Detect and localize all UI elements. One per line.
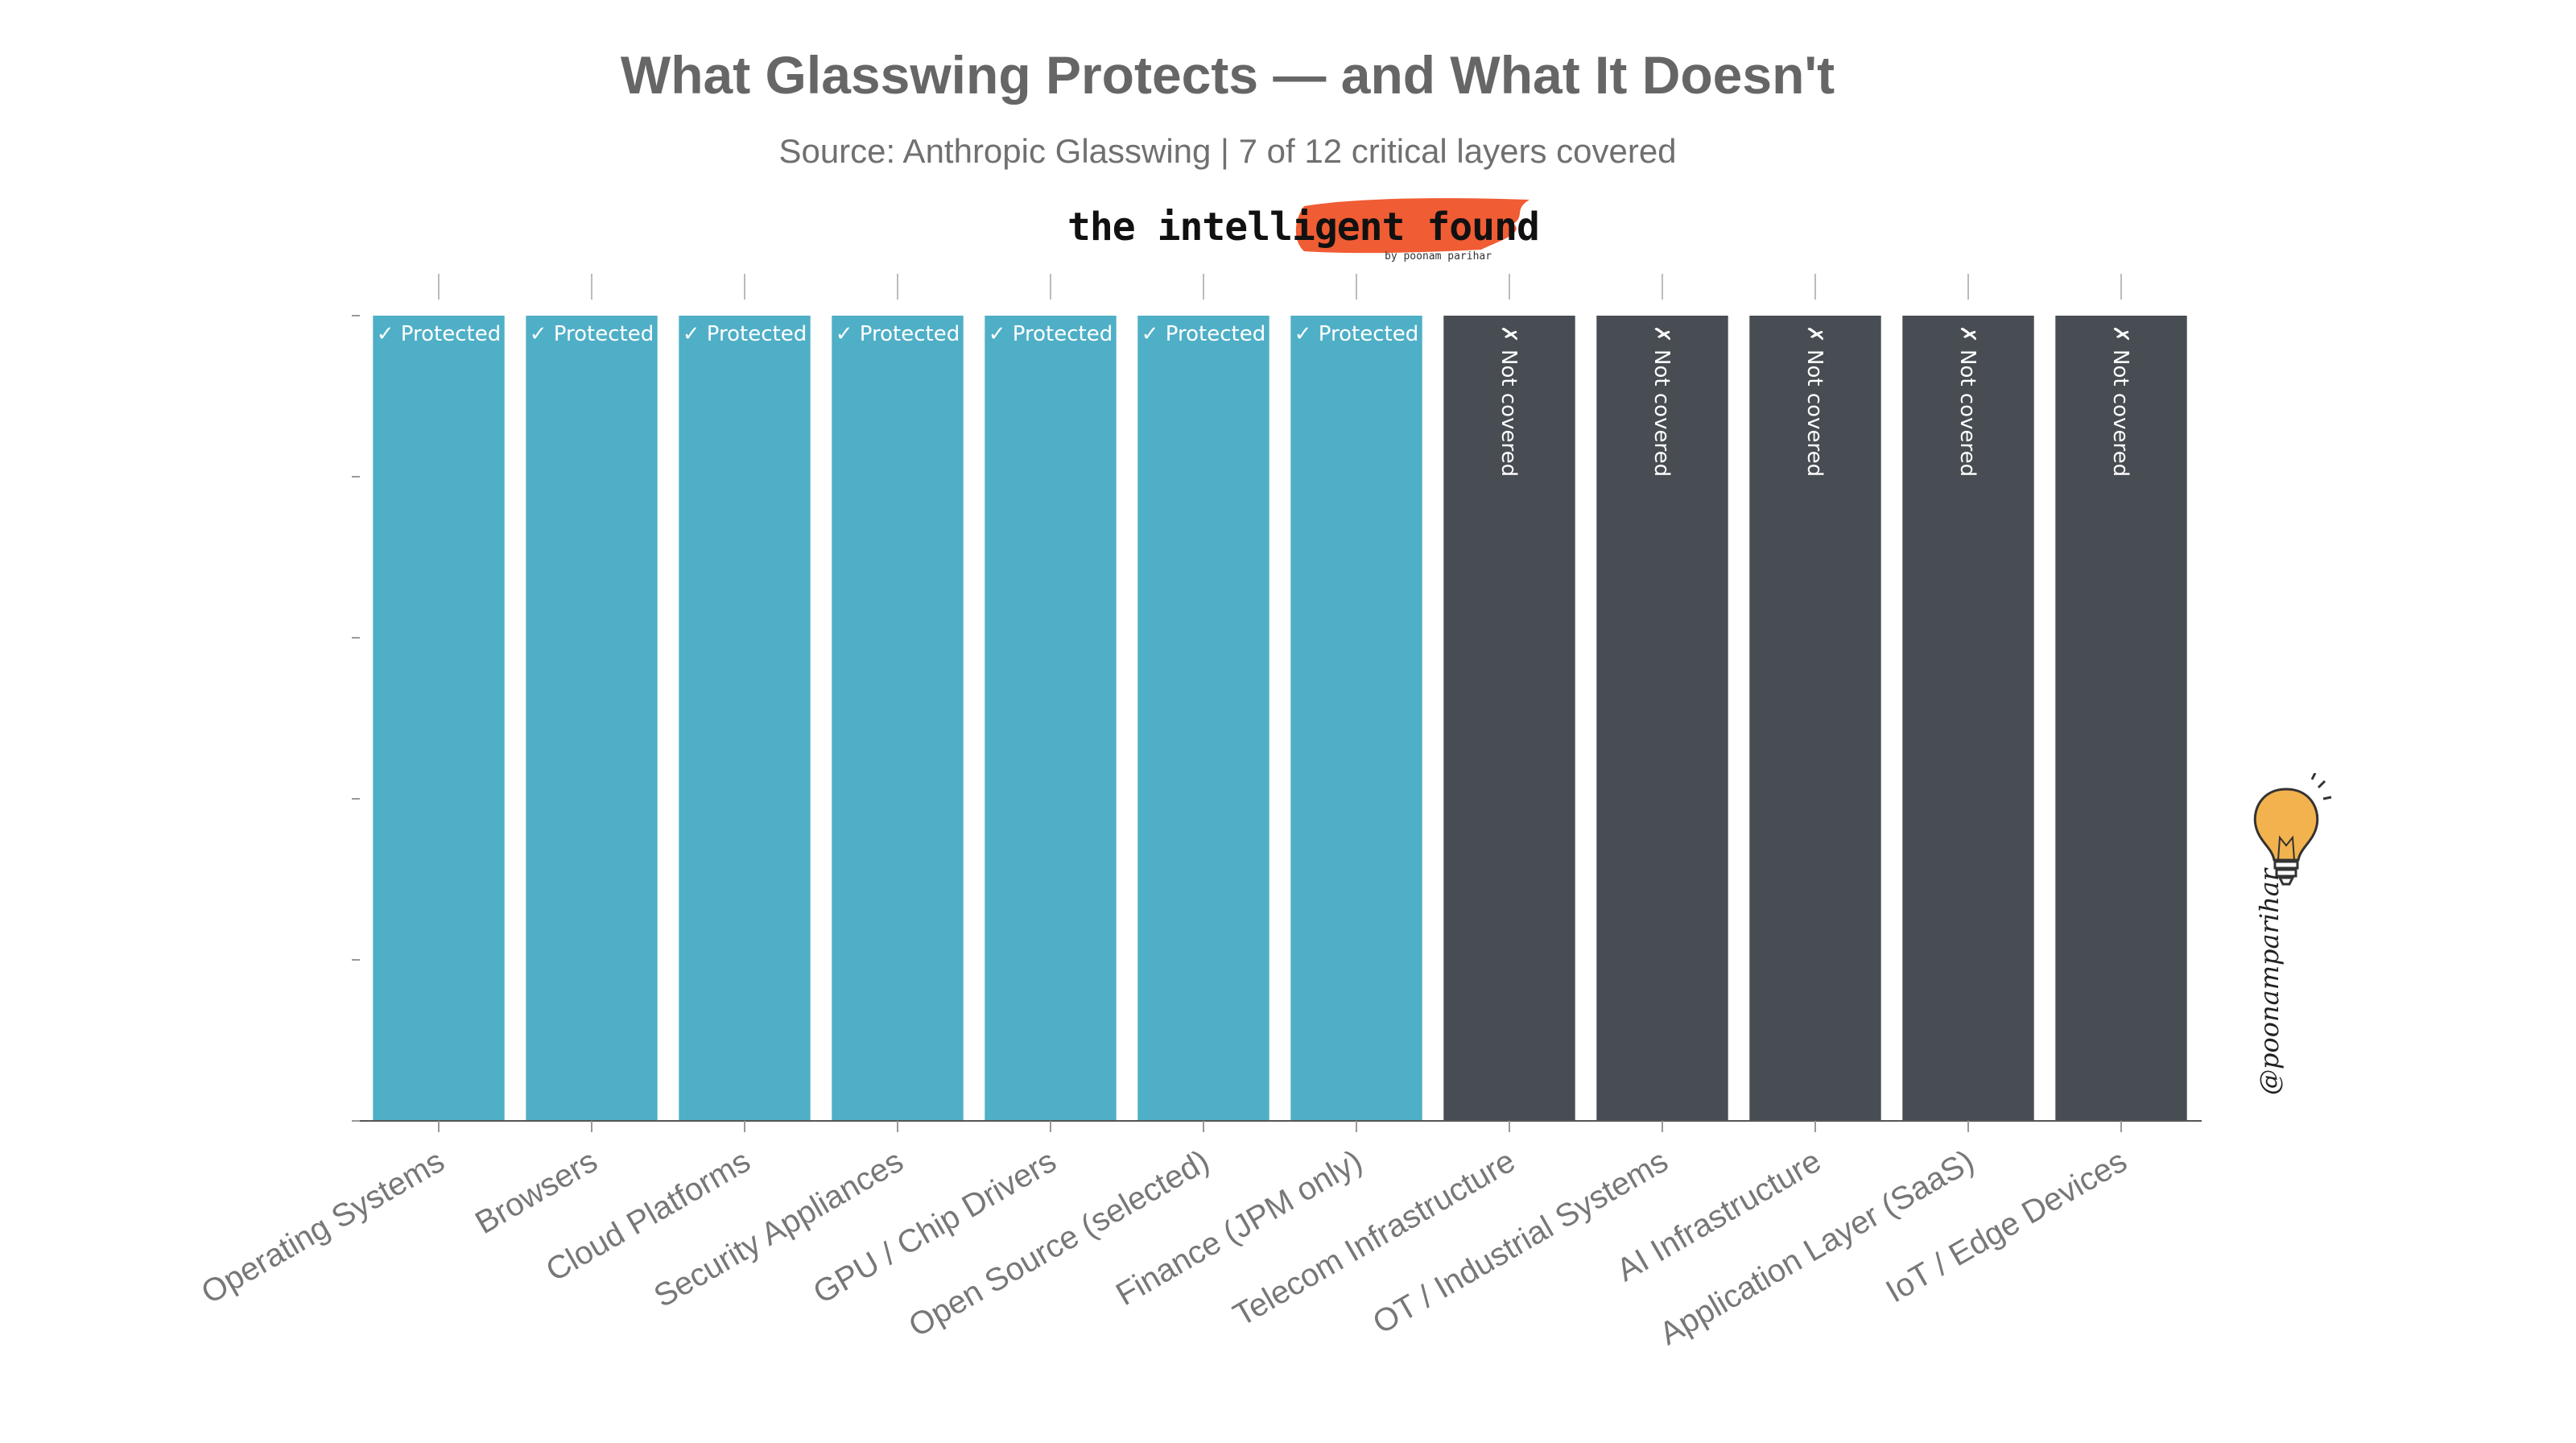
brand-logo: the intelligent founder by poonam pariha…	[1067, 198, 1538, 263]
bar-label: ✓ Protected	[1141, 322, 1265, 346]
x-tick-label: Finance (JPM only)	[1110, 1143, 1368, 1313]
bar-label: ✓ Protected	[683, 322, 807, 346]
bar-6	[1137, 316, 1269, 1121]
bar-label: ✗ Not covered	[2108, 325, 2132, 477]
bar-label: ✓ Protected	[989, 322, 1113, 346]
bar-label: ✗ Not covered	[1496, 325, 1521, 477]
x-tick-label: GPU / Chip Drivers	[807, 1143, 1063, 1311]
bar-label: ✓ Protected	[1294, 322, 1418, 346]
x-tick-label: Browsers	[469, 1143, 603, 1241]
bar-7	[1290, 316, 1422, 1121]
author-handle: @poonamparihar	[2254, 868, 2285, 1095]
bar-label: ✗ Not covered	[1802, 325, 1827, 477]
bar-label: ✗ Not covered	[1649, 325, 1674, 477]
bar-1	[373, 316, 505, 1121]
logo-text: the intelligent founder	[1067, 205, 1538, 250]
bar-12	[2055, 316, 2187, 1121]
bar-10	[1749, 316, 1881, 1121]
bar-5	[985, 316, 1117, 1121]
bar-label: ✓ Protected	[377, 322, 501, 346]
logo-byline: by poonam parihar	[1385, 250, 1492, 263]
bar-8	[1443, 316, 1575, 1121]
bar-4	[832, 316, 964, 1121]
lightbulb-icon	[2253, 773, 2332, 886]
chart-title: What Glasswing Protects — and What It Do…	[620, 45, 1835, 105]
bar-label: ✓ Protected	[836, 322, 960, 346]
axis-ticks	[352, 274, 2122, 1132]
bar-11	[1902, 316, 2034, 1121]
x-tick-label: OT / Industrial Systems	[1367, 1143, 1674, 1342]
chart-subtitle: Source: Anthropic Glasswing | 7 of 12 cr…	[778, 132, 1677, 170]
logo-brush-stroke	[1295, 198, 1530, 254]
bar-label: ✓ Protected	[530, 322, 654, 346]
bars-layer: ✓ Protected ✓ Protected ✓ Protected ✓ Prote…	[373, 316, 2187, 1121]
x-tick-label: Operating Systems	[196, 1143, 451, 1311]
bar-2	[526, 316, 658, 1121]
bar-label: ✗ Not covered	[1955, 325, 1979, 477]
x-tick-label: Telecom Infrastructure	[1228, 1143, 1521, 1333]
bar-9	[1596, 316, 1728, 1121]
bar-3	[679, 316, 811, 1121]
x-tick-label: Security Appliances	[648, 1143, 909, 1315]
